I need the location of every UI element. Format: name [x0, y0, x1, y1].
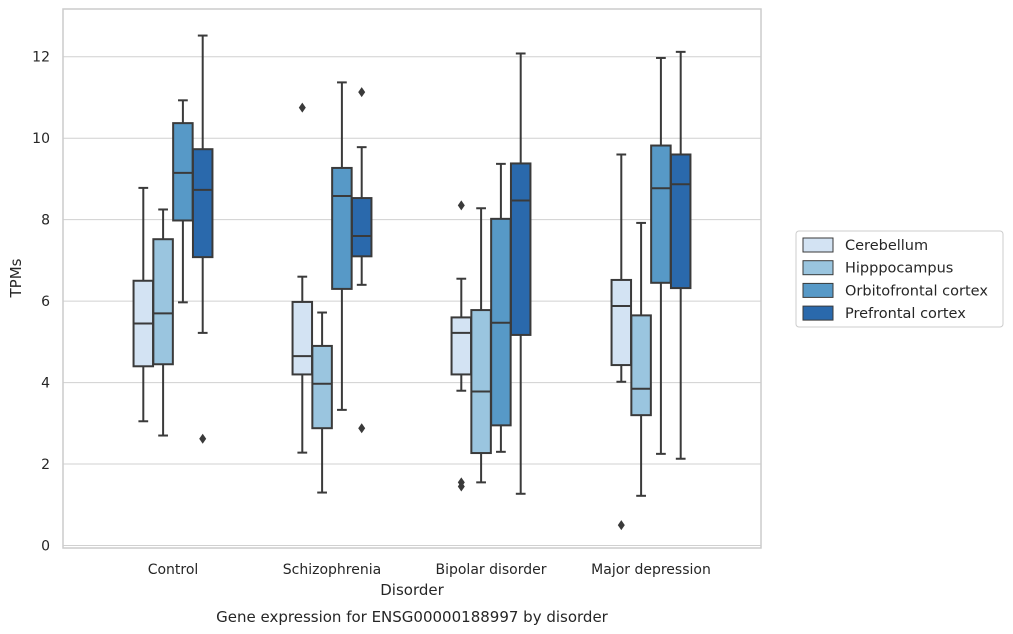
x-axis-title: Disorder: [380, 581, 444, 599]
box-2-1: [470, 207, 492, 484]
box-0-1: [152, 208, 174, 437]
y-tick-label: 0: [41, 539, 50, 555]
outlier-point: [358, 87, 366, 98]
box-iqr: [152, 238, 174, 366]
y-axis-title: TPMs: [7, 258, 25, 298]
box-1-2: [331, 81, 353, 411]
box-3-1: [630, 221, 652, 497]
box-iqr: [331, 166, 353, 290]
x-tick-label: Control: [148, 562, 199, 578]
plot-frame: [62, 8, 762, 549]
x-axis-ticks: Control Schizophrenia Bipolar disorder Majo…: [148, 562, 711, 578]
legend-swatch: [802, 282, 834, 298]
box-iqr: [669, 153, 692, 290]
y-tick-label: 6: [41, 294, 50, 310]
box-0-2: [172, 99, 194, 304]
box-iqr: [470, 309, 492, 455]
chart-caption: Gene expression for ENSG00000188997 by d…: [216, 608, 609, 626]
box-3-2: [650, 56, 672, 455]
box-1-3: [350, 87, 373, 434]
outlier-point: [358, 423, 366, 434]
outlier-point: [457, 200, 465, 211]
box-2-0: [450, 200, 473, 492]
x-tick-label: Bipolar disorder: [435, 562, 546, 578]
y-tick-label: 2: [41, 457, 50, 473]
box-iqr: [509, 162, 532, 336]
legend-frame: [795, 230, 1004, 328]
box-iqr: [650, 144, 672, 284]
box-iqr: [172, 122, 194, 222]
box-iqr: [311, 344, 333, 430]
x-tick-label: Major depression: [591, 562, 711, 578]
legend-swatch: [802, 237, 834, 253]
box-iqr: [350, 197, 373, 258]
legend-label: Orbitofrontal cortex: [845, 283, 988, 299]
box-1-0: [291, 102, 314, 454]
legend-label: Prefrontal cortex: [845, 306, 966, 322]
box-3-3: [669, 50, 692, 460]
box-iqr: [610, 278, 633, 367]
outlier-point: [457, 481, 465, 492]
box-iqr: [191, 148, 214, 259]
legend-swatch: [802, 260, 834, 276]
y-tick-label: 12: [32, 50, 50, 66]
legend-label: Cerebellum: [845, 238, 928, 254]
legend-label: Hipppocampus: [845, 261, 953, 277]
legend: Cerebellum Hipppocampus Orbitofrontal cort…: [795, 230, 1004, 328]
box-2-3: [509, 52, 532, 495]
box-iqr: [450, 316, 473, 376]
box-0-0: [132, 186, 155, 423]
box-2-2: [490, 162, 512, 453]
y-tick-label: 4: [41, 376, 50, 392]
x-tick-label: Schizophrenia: [283, 562, 381, 578]
y-axis-ticks: 0 2 4 6 8 10 12: [32, 50, 50, 555]
box-iqr: [630, 314, 652, 417]
box-3-0: [610, 153, 633, 531]
outlier-point: [617, 520, 625, 531]
plot-area: [132, 34, 692, 531]
box-iqr: [291, 300, 314, 376]
outlier-point: [298, 102, 306, 113]
y-tick-label: 8: [41, 213, 50, 229]
box-1-1: [311, 311, 333, 494]
box-0-3: [191, 34, 214, 444]
outlier-point: [199, 433, 207, 444]
legend-swatch: [802, 305, 834, 321]
y-tick-label: 10: [32, 131, 50, 147]
